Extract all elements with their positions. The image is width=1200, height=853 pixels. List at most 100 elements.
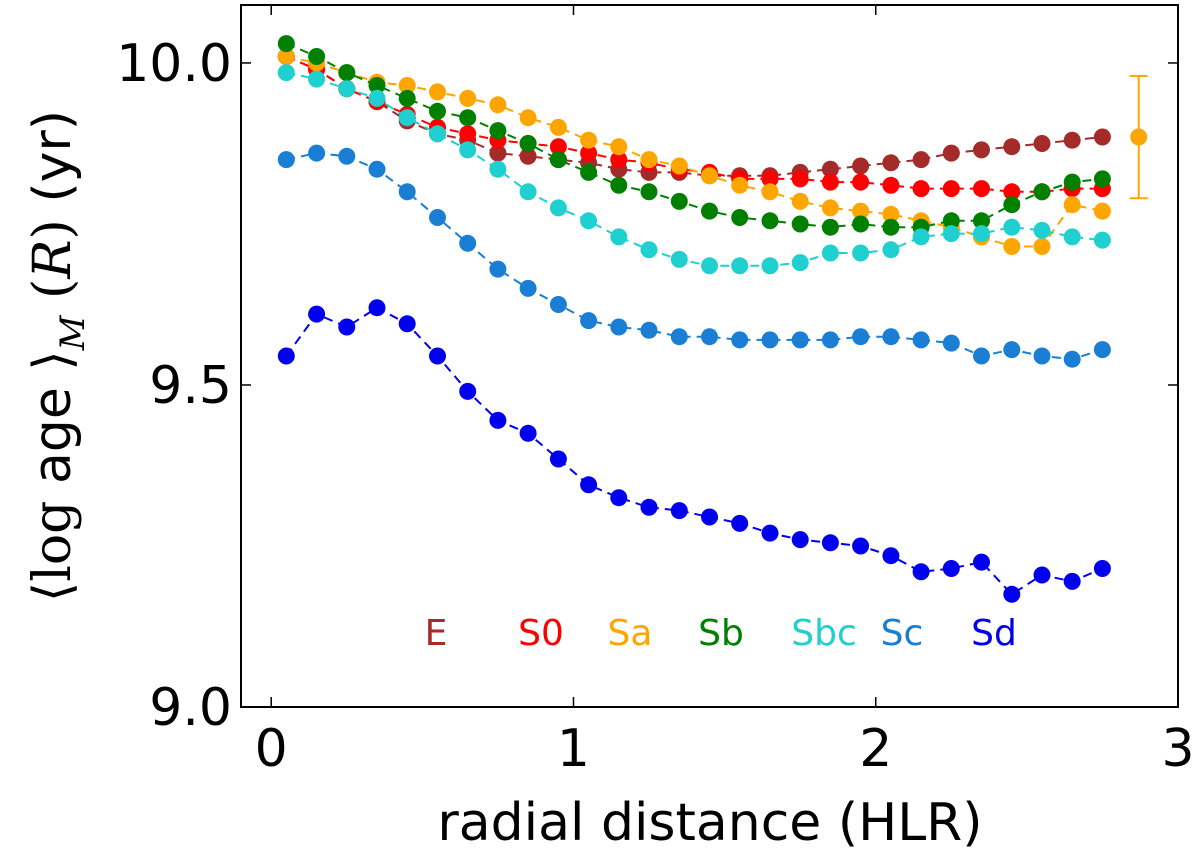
data-point xyxy=(973,212,990,230)
x-axis-label: radial distance (HLR) xyxy=(437,793,982,853)
data-point xyxy=(821,173,839,191)
data-point xyxy=(1063,572,1081,590)
data-point xyxy=(882,328,900,346)
data-point xyxy=(368,160,386,178)
data-point xyxy=(1033,135,1051,152)
data-point xyxy=(1033,221,1051,239)
data-point xyxy=(308,144,326,162)
data-point xyxy=(398,183,416,201)
data-point xyxy=(519,279,537,297)
data-point xyxy=(549,199,567,217)
data-point xyxy=(489,96,507,114)
data-point xyxy=(670,502,688,520)
x-tick-label: 0 xyxy=(255,719,288,779)
data-point xyxy=(610,489,628,507)
data-point xyxy=(852,215,870,233)
y-axis-label: ⟨log age ⟩M (R) (yr) xyxy=(23,110,93,602)
data-point xyxy=(731,176,749,194)
data-point xyxy=(429,125,446,143)
data-point xyxy=(308,48,326,65)
data-point xyxy=(459,382,477,400)
data-point xyxy=(912,563,930,581)
data-point xyxy=(912,331,930,349)
data-point xyxy=(701,202,718,220)
data-point xyxy=(1003,196,1021,214)
data-point xyxy=(670,157,688,175)
data-point xyxy=(489,122,507,140)
error-bar xyxy=(1129,74,1148,200)
data-point xyxy=(580,476,598,494)
data-point xyxy=(549,138,567,156)
data-point xyxy=(791,215,809,233)
data-point xyxy=(1093,560,1111,577)
series-sbc xyxy=(277,64,1111,275)
y-label-paren-close: ) xyxy=(23,219,83,239)
data-point xyxy=(670,328,688,346)
data-point xyxy=(489,411,507,429)
data-point xyxy=(821,160,839,178)
legend: E S0 Sa Sb Sbc Sc Sd xyxy=(425,613,1017,654)
y-tick-label: 9.5 xyxy=(149,356,232,416)
series-line xyxy=(286,71,1103,267)
data-point xyxy=(398,315,416,333)
series-sd xyxy=(277,299,1111,603)
series-line xyxy=(285,55,1103,177)
legend-entry-sd: Sd xyxy=(971,613,1017,654)
data-point xyxy=(1003,585,1021,603)
data-point xyxy=(398,89,416,107)
data-point xyxy=(398,109,416,127)
series-line xyxy=(286,55,1103,248)
data-point xyxy=(942,334,960,352)
data-point xyxy=(1003,341,1021,359)
y-label-age: age xyxy=(23,371,83,501)
y-label-r: R xyxy=(23,239,83,279)
data-point xyxy=(973,180,990,198)
data-point xyxy=(882,176,900,194)
data-point xyxy=(549,296,567,313)
data-point xyxy=(731,331,749,349)
x-tick-label: 1 xyxy=(557,719,590,779)
data-point xyxy=(519,109,537,127)
legend-entry-sbc: Sbc xyxy=(791,613,857,654)
data-point xyxy=(640,241,658,259)
data-point xyxy=(580,163,598,181)
data-point xyxy=(1063,228,1081,246)
data-point xyxy=(852,173,870,191)
data-point xyxy=(821,534,839,552)
y-label-unit: (yr) xyxy=(23,110,83,219)
data-point xyxy=(368,77,386,94)
data-point xyxy=(942,212,960,230)
data-point xyxy=(1093,341,1111,359)
data-point xyxy=(912,228,930,246)
data-point xyxy=(1093,231,1111,249)
data-point xyxy=(1063,131,1081,149)
y-label-log: log xyxy=(23,501,83,582)
x-tick-label: 2 xyxy=(859,719,892,779)
data-point xyxy=(701,257,718,275)
data-point xyxy=(670,192,688,210)
data-point xyxy=(761,524,779,542)
data-point xyxy=(852,202,870,220)
data-point xyxy=(1033,238,1051,255)
data-point xyxy=(761,212,779,230)
data-point xyxy=(701,167,718,185)
data-point xyxy=(1003,138,1021,156)
data-point xyxy=(519,424,537,442)
data-point xyxy=(277,48,295,65)
data-point xyxy=(942,144,960,162)
data-point xyxy=(912,151,930,169)
error-bar-point xyxy=(1130,128,1148,146)
data-point xyxy=(761,183,779,201)
legend-entry-e: E xyxy=(425,613,448,654)
data-point xyxy=(398,77,416,94)
data-point xyxy=(1063,173,1081,191)
data-point xyxy=(277,35,295,53)
data-point xyxy=(852,244,870,262)
data-point xyxy=(701,328,718,346)
data-point xyxy=(852,328,870,346)
axis-ticks xyxy=(241,5,1179,708)
data-point xyxy=(549,450,567,468)
data-point xyxy=(1093,170,1111,188)
legend-entry-sa: Sa xyxy=(608,613,653,654)
data-point xyxy=(882,154,900,172)
